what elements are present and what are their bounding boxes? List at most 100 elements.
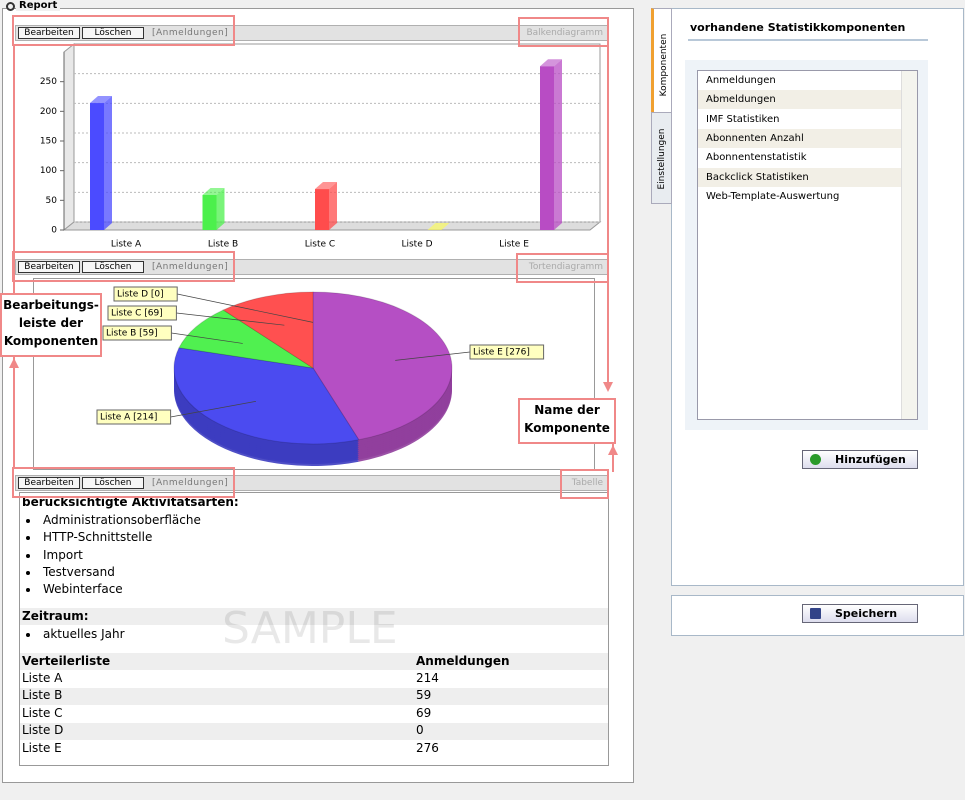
table-cell: 0 xyxy=(416,723,424,738)
list-item[interactable]: IMF Statistiken xyxy=(698,109,901,129)
toolbar-button[interactable]: Löschen xyxy=(82,477,144,489)
arrow-head xyxy=(608,445,618,455)
x-tick-label: Liste C xyxy=(305,240,335,250)
sidebar-heading: vorhandene Statistikkomponenten xyxy=(690,21,906,34)
table-cell: 214 xyxy=(416,671,439,685)
annotation-text: Komponenten xyxy=(3,334,99,348)
bar-side xyxy=(329,182,337,230)
y-tick-label: 50 xyxy=(46,196,58,206)
data-label-box xyxy=(107,305,177,321)
bar-top xyxy=(90,96,112,104)
list-item[interactable]: Abonnenten Anzahl xyxy=(698,128,901,148)
data-label: Liste E [276] xyxy=(473,348,530,358)
data-label-box xyxy=(113,286,178,302)
toolbar-button[interactable]: Bearbeiten xyxy=(18,261,80,273)
annotation-text: Komponente xyxy=(524,421,610,435)
button[interactable]: Hinzufügen xyxy=(802,450,918,469)
toolbar-button[interactable]: Löschen xyxy=(82,27,144,39)
annotation-box: Bearbeitungs-leiste der Komponenten xyxy=(0,293,102,357)
x-tick-label: Liste B xyxy=(208,240,238,250)
activity-item: Import xyxy=(26,548,83,562)
pie-slice xyxy=(178,309,314,369)
list-item[interactable]: Backclick Statistiken xyxy=(698,167,901,187)
bar-top xyxy=(315,182,337,190)
y-tick-label: 250 xyxy=(40,77,57,87)
bar-side xyxy=(216,187,225,230)
toolbar-link[interactable]: [Anmeldungen] xyxy=(152,262,229,272)
pie-slice xyxy=(312,291,453,441)
list-item[interactable]: Anmeldungen xyxy=(698,71,901,90)
section-heading: Zeitraum: xyxy=(22,609,89,623)
table-cell: Liste D xyxy=(22,723,64,738)
band xyxy=(20,723,608,741)
bar xyxy=(540,66,554,231)
component-name: Balkendiagramm xyxy=(526,28,603,38)
arrow-head xyxy=(603,382,613,392)
component-toolbar: Bearbeiten Löschen [Anmeldungen] Balkendiag… xyxy=(15,25,608,41)
component-toolbar: Bearbeiten Löschen [Anmeldungen] Tortendiag… xyxy=(15,259,608,275)
table-cell: Liste A xyxy=(22,671,63,685)
data-label: Liste D [0] xyxy=(117,290,164,300)
tab[interactable]: Einstellungen xyxy=(651,112,672,204)
bar-top xyxy=(427,223,450,230)
leader-line xyxy=(177,293,314,323)
toolbar-link[interactable]: [Anmeldungen] xyxy=(152,28,229,38)
table-header: Verteilerliste xyxy=(22,654,111,668)
section-heading: berücksichtigte Aktivitätsarten: xyxy=(22,495,239,509)
highlight-box xyxy=(516,253,609,283)
list-item[interactable]: Abmeldungen xyxy=(698,90,901,110)
y-tick-label: 150 xyxy=(40,137,57,147)
x-tick-label: Liste E xyxy=(499,240,529,250)
table-cell: 59 xyxy=(416,688,432,703)
data-label-box xyxy=(469,344,545,360)
heading-rule xyxy=(688,39,928,41)
annotation-text: Name der xyxy=(534,403,600,417)
toolbar-button[interactable]: Löschen xyxy=(82,261,144,273)
highlight-box xyxy=(518,17,609,47)
button-icon xyxy=(810,608,821,619)
list-item[interactable]: Web-Template-Auswertung xyxy=(698,186,901,206)
component-list: Anmeldungen Abmeldungen IMF Statistiken Abo… xyxy=(697,70,918,420)
activity-item: Administrationsoberfläche xyxy=(26,513,201,527)
band xyxy=(20,653,608,670)
toolbar-link[interactable]: [Anmeldungen] xyxy=(152,478,229,488)
activity-item: Webinterface xyxy=(26,582,123,596)
bar-side xyxy=(554,59,562,230)
component-toolbar: Bearbeiten Löschen [Anmeldungen] Tabelle xyxy=(15,475,608,491)
highlight-box xyxy=(560,469,609,499)
bar xyxy=(315,189,329,230)
annotation-box: Name der Komponente xyxy=(518,398,616,444)
activity-item: Testversand xyxy=(26,565,115,579)
annotation-text: leiste der xyxy=(18,316,84,330)
table-cell: 69 xyxy=(416,705,432,720)
table-header: Anmeldungen xyxy=(416,654,510,668)
data-label: Liste A [214] xyxy=(100,413,157,423)
highlight-box xyxy=(12,251,235,282)
pie-slice xyxy=(222,291,314,369)
table-cell: Liste B xyxy=(22,688,63,703)
button-icon xyxy=(810,454,821,465)
toolbar-button[interactable]: Bearbeiten xyxy=(18,477,80,489)
data-label: Liste C [69] xyxy=(111,309,163,319)
band xyxy=(20,608,608,625)
highlight-box xyxy=(12,467,235,498)
leader-line xyxy=(395,351,471,361)
component-name: Tortendiagramm xyxy=(528,262,603,272)
table-cell: Liste C xyxy=(22,705,63,720)
bar-top xyxy=(202,187,225,195)
back-wall xyxy=(63,42,75,232)
list-item[interactable]: Abonnentenstatistik xyxy=(698,148,901,168)
y-tick-label: 200 xyxy=(40,107,57,117)
report-title: Report xyxy=(16,0,61,11)
button[interactable]: Speichern xyxy=(802,604,918,623)
arrow-head xyxy=(9,358,19,368)
data-label-box xyxy=(96,409,172,425)
toolbar-button[interactable]: Bearbeiten xyxy=(18,27,80,39)
bar-side xyxy=(104,96,112,230)
y-tick-label: 100 xyxy=(40,166,57,176)
bar xyxy=(90,103,104,230)
table-cell: Liste E xyxy=(22,740,62,755)
band xyxy=(20,688,608,706)
table-cell: 276 xyxy=(416,740,439,755)
